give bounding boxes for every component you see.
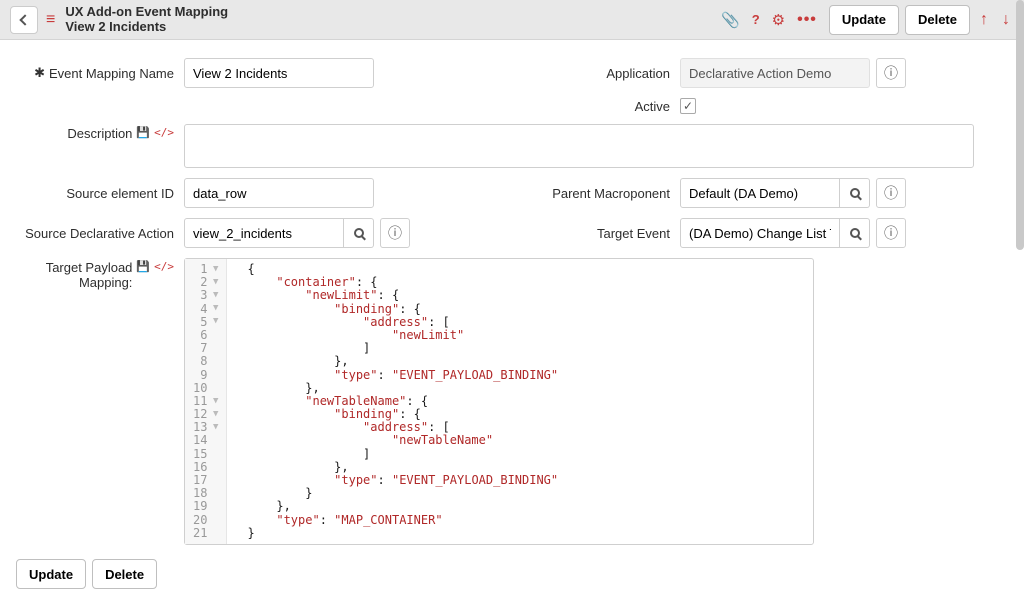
form-content: ✱ Event Mapping Name Application Declara…: [0, 40, 1024, 546]
parent-macroponent-input[interactable]: [680, 178, 840, 208]
footer-delete-button[interactable]: Delete: [92, 559, 157, 589]
header-title-line1: UX Add-on Event Mapping: [65, 5, 228, 20]
parent-macroponent-info-button[interactable]: ⓘ: [876, 178, 906, 208]
footer-update-button[interactable]: Update: [16, 559, 86, 589]
application-input: Declarative Action Demo: [680, 58, 870, 88]
target-event-input[interactable]: [680, 218, 840, 248]
form-header: ≡ UX Add-on Event Mapping View 2 Inciden…: [0, 0, 1024, 40]
header-title-line2: View 2 Incidents: [65, 20, 228, 35]
search-icon: [850, 188, 860, 198]
vertical-scrollbar[interactable]: [1016, 0, 1024, 602]
source-declarative-action-info-button[interactable]: ⓘ: [380, 218, 410, 248]
header-title: UX Add-on Event Mapping View 2 Incidents: [65, 5, 228, 35]
required-star-icon: ✱: [34, 65, 45, 81]
more-icon[interactable]: •••: [797, 11, 817, 29]
arrow-up-icon[interactable]: ↑: [976, 11, 992, 29]
event-mapping-name-label: ✱ Event Mapping Name: [16, 65, 184, 81]
event-mapping-name-input[interactable]: [184, 58, 374, 88]
code-body[interactable]: { "container": { "newLimit": { "binding"…: [227, 259, 813, 544]
application-info-button[interactable]: ⓘ: [876, 58, 906, 88]
parent-macroponent-label: Parent Macroponent: [512, 186, 680, 201]
chevron-left-icon: [19, 14, 30, 25]
update-button[interactable]: Update: [829, 5, 899, 35]
source-element-id-label: Source element ID: [16, 186, 184, 201]
code-gutter: 1▼2▼3▼4▼5▼67891011▼12▼13▼141516171819202…: [185, 259, 227, 544]
form-footer: Update Delete: [0, 546, 1016, 602]
source-declarative-action-lookup-button[interactable]: [344, 218, 374, 248]
active-label: Active: [512, 99, 680, 114]
target-payload-mapping-editor[interactable]: 1▼2▼3▼4▼5▼67891011▼12▼13▼141516171819202…: [184, 258, 814, 545]
delete-button[interactable]: Delete: [905, 5, 970, 35]
back-button[interactable]: [10, 6, 38, 34]
menu-icon[interactable]: ≡: [46, 12, 55, 28]
description-label: Description 💾 </>: [16, 124, 184, 141]
application-label: Application: [512, 66, 680, 81]
source-declarative-action-label: Source Declarative Action: [16, 226, 184, 241]
target-event-label: Target Event: [512, 226, 680, 241]
search-icon: [850, 228, 860, 238]
save-icon[interactable]: 💾: [136, 126, 150, 139]
target-payload-mapping-label: Target Payload Mapping: 💾 </>: [16, 258, 184, 290]
scrollbar-thumb[interactable]: [1016, 0, 1024, 250]
save-icon[interactable]: 💾: [136, 260, 150, 273]
arrow-down-icon[interactable]: ↓: [998, 11, 1014, 29]
parent-macroponent-lookup-button[interactable]: [840, 178, 870, 208]
attachment-icon[interactable]: 📎: [721, 11, 740, 29]
source-element-id-input[interactable]: [184, 178, 374, 208]
description-input[interactable]: [184, 124, 974, 168]
search-icon: [354, 228, 364, 238]
source-declarative-action-input[interactable]: [184, 218, 344, 248]
settings-icon[interactable]: ⚙: [772, 11, 785, 29]
code-icon[interactable]: </>: [154, 260, 174, 273]
code-icon[interactable]: </>: [154, 126, 174, 139]
target-event-info-button[interactable]: ⓘ: [876, 218, 906, 248]
target-event-lookup-button[interactable]: [840, 218, 870, 248]
active-checkbox[interactable]: ✓: [680, 98, 696, 114]
help-icon[interactable]: ?: [752, 12, 760, 27]
